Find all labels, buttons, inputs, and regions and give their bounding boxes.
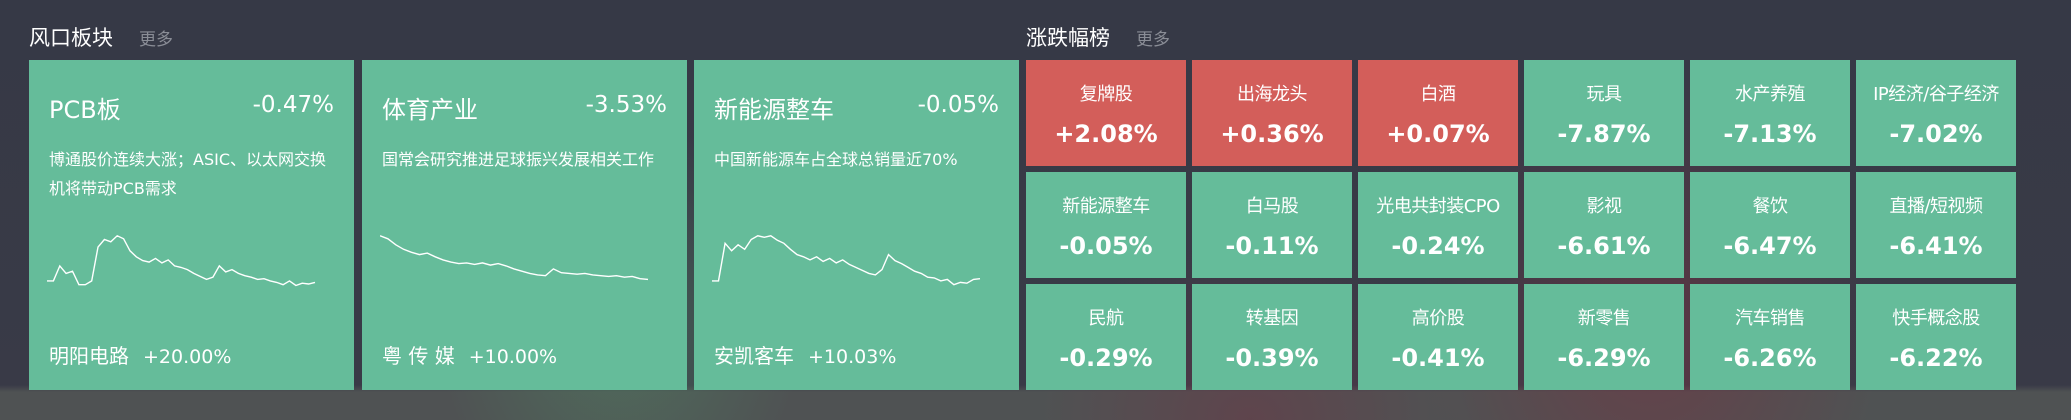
sector-change: -3.53% — [585, 92, 667, 118]
sector-name: PCB板 — [49, 96, 121, 124]
mover-tile[interactable]: 白酒 +0.07% — [1358, 60, 1518, 166]
lead-stock[interactable]: 安凯客车 +10.03% — [714, 340, 896, 369]
sector-name: 体育产业 — [382, 96, 478, 124]
mover-change: -6.47% — [1723, 232, 1817, 260]
mover-change: -0.39% — [1225, 344, 1319, 372]
mover-name: 高价股 — [1411, 308, 1465, 329]
mover-change: +2.08% — [1054, 120, 1158, 148]
mover-tile[interactable]: 影视 -6.61% — [1524, 172, 1684, 278]
sector-sparkline — [47, 234, 316, 287]
mover-change: -7.87% — [1557, 120, 1651, 148]
movers-more-link[interactable]: 更多 — [1136, 30, 1170, 50]
mover-name: 光电共封装CPO — [1376, 196, 1500, 217]
mover-change: -6.22% — [1889, 344, 1983, 372]
mover-name: 民航 — [1088, 308, 1125, 329]
mover-tile[interactable]: 新能源整车 -0.05% — [1026, 172, 1186, 278]
mover-change: -6.41% — [1889, 232, 1983, 260]
sector-description: 博通股价连续大涨；ASIC、以太网交换机将带动PCB需求 — [49, 150, 326, 198]
mover-name: 白酒 — [1420, 84, 1457, 105]
mover-change: -0.05% — [1059, 232, 1153, 260]
hot-sectors-title: 风口板块 — [29, 26, 113, 50]
mover-change: -0.41% — [1391, 344, 1485, 372]
mover-name: 快手概念股 — [1892, 308, 1980, 329]
lead-stock-name: 粤 传 媒 — [382, 344, 455, 368]
lead-stock[interactable]: 粤 传 媒 +10.00% — [382, 340, 557, 369]
mover-tile[interactable]: 复牌股 +2.08% — [1026, 60, 1186, 166]
sector-description: 中国新能源车占全球总销量近70% — [714, 150, 958, 169]
sector-name: 新能源整车 — [714, 96, 834, 124]
hot-sectors-header: 风口板块 更多 — [29, 22, 173, 52]
mover-change: -7.02% — [1889, 120, 1983, 148]
mover-name: 餐饮 — [1752, 196, 1789, 217]
lead-stock-name: 安凯客车 — [714, 344, 794, 368]
mover-tile[interactable]: 汽车销售 -6.26% — [1690, 284, 1850, 390]
mover-tile[interactable]: 直播/短视频 -6.41% — [1856, 172, 2016, 278]
sparkline-path — [47, 234, 316, 287]
lead-stock-change: +10.00% — [468, 346, 558, 368]
mover-name: 汽车销售 — [1735, 308, 1806, 329]
mover-tile[interactable]: 白马股 -0.11% — [1192, 172, 1352, 278]
mover-change: +0.07% — [1386, 120, 1490, 148]
mover-change: +0.36% — [1220, 120, 1324, 148]
mover-name: 玩具 — [1586, 84, 1623, 105]
sector-sparkline — [380, 235, 649, 281]
movers-title: 涨跌幅榜 — [1026, 26, 1110, 50]
mover-name: 影视 — [1586, 196, 1623, 217]
sector-change: -0.05% — [917, 92, 999, 118]
mover-tile[interactable]: 出海龙头 +0.36% — [1192, 60, 1352, 166]
lead-stock-name: 明阳电路 — [49, 344, 129, 368]
mover-change: -6.61% — [1557, 232, 1651, 260]
mover-name: 新能源整车 — [1062, 196, 1150, 217]
mover-change: -7.13% — [1723, 120, 1817, 148]
sector-description: 国常会研究推进足球振兴发展相关工作 — [382, 150, 655, 169]
sector-card[interactable]: PCB板 -0.47% 博通股价连续大涨；ASIC、以太网交换机将带动PCB需求… — [29, 60, 354, 390]
mover-tile[interactable]: 转基因 -0.39% — [1192, 284, 1352, 390]
mover-tile[interactable]: 新零售 -6.29% — [1524, 284, 1684, 390]
lead-stock-change: +10.03% — [808, 346, 897, 368]
lead-stock-change: +20.00% — [143, 346, 232, 368]
mover-name: 复牌股 — [1079, 84, 1133, 105]
mover-tile[interactable]: 水产养殖 -7.13% — [1690, 60, 1850, 166]
lead-stock[interactable]: 明阳电路 +20.00% — [49, 340, 231, 369]
mover-tile[interactable]: 高价股 -0.41% — [1358, 284, 1518, 390]
mover-name: IP经济/谷子经济 — [1873, 84, 1999, 105]
sparkline-path — [712, 235, 981, 286]
mover-tile[interactable]: 民航 -0.29% — [1026, 284, 1186, 390]
mover-name: 转基因 — [1245, 308, 1299, 329]
sector-sparkline — [712, 235, 981, 286]
mover-change: -0.24% — [1391, 232, 1485, 260]
mover-tile[interactable]: 餐饮 -6.47% — [1690, 172, 1850, 278]
mover-change: -6.29% — [1557, 344, 1651, 372]
mover-name: 出海龙头 — [1237, 84, 1308, 105]
hot-sectors-more-link[interactable]: 更多 — [139, 30, 173, 50]
mover-name: 白马股 — [1245, 196, 1299, 217]
mover-tile[interactable]: 光电共封装CPO -0.24% — [1358, 172, 1518, 278]
mover-tile[interactable]: 玩具 -7.87% — [1524, 60, 1684, 166]
sector-change: -0.47% — [252, 92, 334, 118]
mover-change: -6.26% — [1723, 344, 1817, 372]
movers-header: 涨跌幅榜 更多 — [1026, 22, 1170, 52]
mover-change: -0.11% — [1225, 232, 1319, 260]
mover-name: 直播/短视频 — [1889, 196, 1983, 217]
mover-name: 新零售 — [1577, 308, 1631, 329]
sector-card[interactable]: 新能源整车 -0.05% 中国新能源车占全球总销量近70% 安凯客车 +10.03… — [694, 60, 1019, 390]
movers-grid: 复牌股 +2.08% 出海龙头 +0.36% 白酒 +0.07% 玩具 -7.87% 水产养殖 -… — [1026, 60, 2016, 390]
mover-change: -0.29% — [1059, 344, 1153, 372]
mover-name: 水产养殖 — [1735, 84, 1806, 105]
sector-card[interactable]: 体育产业 -3.53% 国常会研究推进足球振兴发展相关工作 粤 传 媒 +10.0… — [362, 60, 687, 390]
sparkline-path — [380, 235, 649, 281]
mover-tile[interactable]: 快手概念股 -6.22% — [1856, 284, 2016, 390]
mover-tile[interactable]: IP经济/谷子经济 -7.02% — [1856, 60, 2016, 166]
